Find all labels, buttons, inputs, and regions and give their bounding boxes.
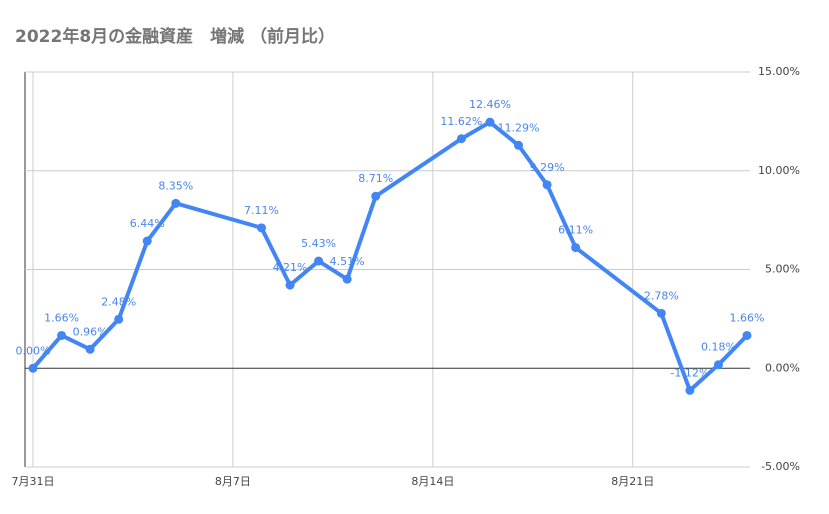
x-tick-label: 8月14日 — [411, 475, 454, 488]
x-tick-label: 8月21日 — [611, 475, 654, 488]
data-point — [342, 274, 352, 284]
chart-title: 2022年8月の金融資産 増減 （前月比） — [15, 26, 335, 47]
data-point — [456, 134, 466, 144]
data-point — [285, 280, 295, 290]
value-label: 11.29% — [498, 121, 540, 134]
data-point — [256, 223, 266, 233]
value-label: -1.12% — [670, 366, 709, 379]
value-label: 8.71% — [358, 172, 393, 185]
y-tick-label: 10.00% — [758, 164, 800, 177]
value-label: 2.78% — [644, 289, 679, 302]
data-point — [542, 180, 552, 190]
value-label: 0.18% — [701, 341, 736, 354]
data-point — [142, 236, 152, 246]
y-tick-label: 15.00% — [758, 65, 800, 78]
value-label: 5.43% — [301, 237, 336, 250]
value-label: 12.46% — [469, 98, 511, 111]
data-point — [314, 256, 324, 266]
y-tick-label: 0.00% — [765, 361, 800, 374]
value-label: 8.35% — [158, 179, 193, 192]
data-point — [514, 140, 524, 150]
y-tick-label: 5.00% — [765, 263, 800, 276]
data-point — [713, 360, 723, 370]
data-point — [685, 385, 695, 395]
value-label: 7.11% — [244, 204, 279, 217]
value-label: 4.51% — [330, 255, 365, 268]
data-point — [485, 117, 495, 127]
value-label: 1.66% — [44, 311, 79, 324]
value-label: 1.66% — [730, 311, 765, 324]
data-point — [114, 314, 124, 324]
value-label: 0.96% — [73, 325, 108, 338]
data-point — [171, 198, 181, 208]
data-point — [57, 330, 67, 340]
x-tick-label: 7月31日 — [12, 475, 55, 488]
y-tick-label: -5.00% — [761, 460, 800, 473]
data-point — [571, 243, 581, 253]
value-label: 0.00% — [16, 344, 51, 357]
value-label: 11.62% — [440, 115, 482, 128]
value-label: 2.48% — [101, 295, 136, 308]
data-point — [742, 330, 752, 340]
data-point — [28, 363, 38, 373]
value-label: 6.44% — [130, 217, 165, 230]
data-point — [85, 344, 95, 354]
x-tick-label: 8月7日 — [215, 475, 251, 488]
data-point — [371, 191, 381, 201]
data-point — [656, 308, 666, 318]
value-label: 6.11% — [558, 224, 593, 237]
value-label: 9.29% — [530, 161, 565, 174]
value-label: 4.21% — [273, 261, 308, 274]
data-line — [31, 120, 749, 393]
